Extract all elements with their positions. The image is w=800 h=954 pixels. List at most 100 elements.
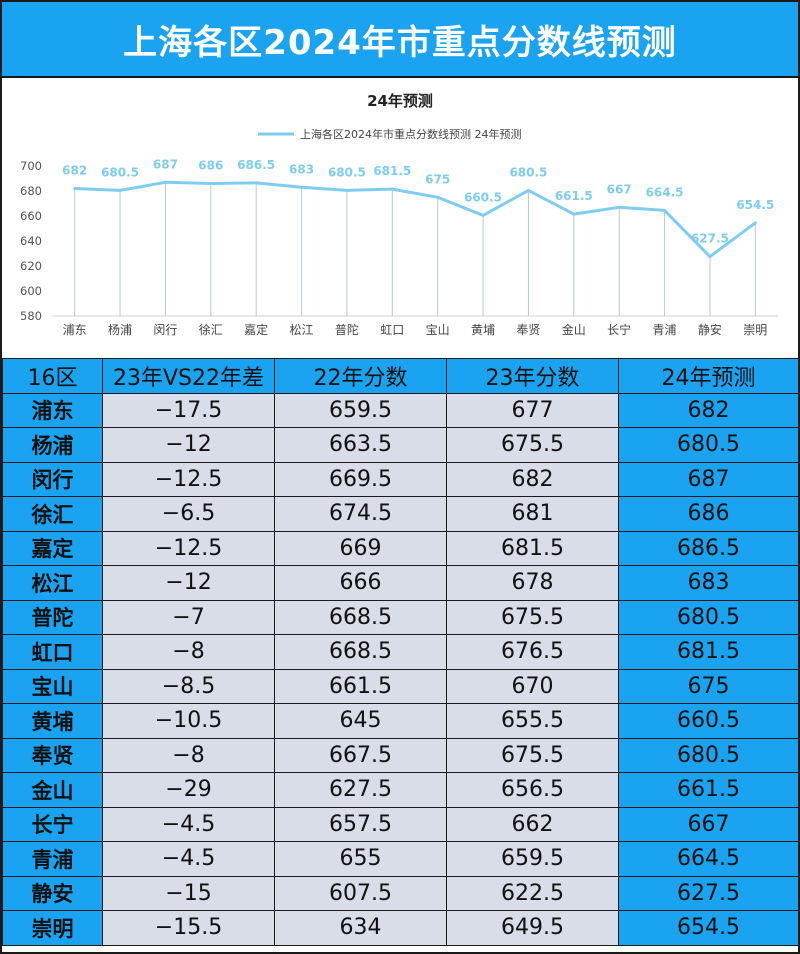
- cell-district: 静安: [2, 875, 103, 911]
- table-body: 浦东 −17.5 659.5 677 682 杨浦 −12 663.5 675.5 680.5 闵行…: [2, 392, 799, 946]
- cell-2024-prediction: 664.5: [618, 841, 799, 877]
- cell-2023-score: 675.5: [446, 737, 619, 773]
- table-row: 嘉定 −12.5 669 681.5 686.5: [2, 530, 799, 566]
- x-tick-label: 崇明: [743, 323, 767, 337]
- x-tick-label: 嘉定: [244, 322, 268, 337]
- chart-title: 24年预测: [367, 92, 433, 110]
- cell-district: 宝山: [2, 668, 103, 704]
- cell-district: 黄埔: [2, 703, 103, 739]
- x-tick-label: 青浦: [653, 323, 677, 337]
- cell-2024-prediction: 680.5: [618, 599, 799, 635]
- y-tick-label: 700: [20, 159, 42, 173]
- chart-area: 24年预测 上海各区2024年市重点分数线预测 24年预测 580 600 620 640…: [12, 78, 788, 356]
- cell-district: 闵行: [2, 461, 103, 497]
- data-label: 682: [62, 164, 87, 178]
- score-table: 16区 23年VS22年差 22年分数 23年分数 24年预测 浦东 −17.5 6…: [2, 358, 799, 946]
- cell-district: 松江: [2, 565, 103, 601]
- cell-2023-score: 681.5: [446, 530, 619, 566]
- data-label: 660.5: [464, 190, 502, 204]
- cell-2024-prediction: 675: [618, 668, 799, 704]
- data-point: [663, 208, 667, 212]
- table-row: 长宁 −4.5 657.5 662 667: [2, 806, 799, 842]
- cell-diff: −8: [102, 634, 275, 670]
- x-tick-label: 静安: [698, 322, 722, 337]
- cell-diff: −12: [102, 565, 275, 601]
- table-row: 黄埔 −10.5 645 655.5 660.5: [2, 703, 799, 739]
- y-tick-label: 620: [20, 259, 42, 273]
- cell-diff: −10.5: [102, 703, 275, 739]
- cell-diff: −12.5: [102, 530, 275, 566]
- cell-2022-score: 669: [274, 530, 447, 566]
- cell-2023-score: 649.5: [446, 910, 619, 946]
- cell-2022-score: 663.5: [274, 427, 447, 463]
- cell-2024-prediction: 654.5: [618, 910, 799, 946]
- cell-2023-score: 622.5: [446, 875, 619, 911]
- cell-2022-score: 659.5: [274, 392, 447, 428]
- cell-diff: −17.5: [102, 392, 275, 428]
- data-label: 661.5: [555, 189, 593, 203]
- x-tick-label: 浦东: [63, 323, 87, 337]
- cell-district: 杨浦: [2, 427, 103, 463]
- data-point: [118, 188, 122, 192]
- data-label: 675: [425, 172, 450, 186]
- cell-2023-score: 662: [446, 806, 619, 842]
- x-tick-label: 普陀: [335, 322, 359, 337]
- cell-2022-score: 674.5: [274, 496, 447, 532]
- table-row: 杨浦 −12 663.5 675.5 680.5: [2, 427, 799, 463]
- cell-diff: −29: [102, 772, 275, 808]
- cell-2022-score: 667.5: [274, 737, 447, 773]
- cell-2023-score: 656.5: [446, 772, 619, 808]
- data-point: [526, 188, 530, 192]
- data-point: [617, 205, 621, 209]
- table-row: 金山 −29 627.5 656.5 661.5: [2, 772, 799, 808]
- cell-diff: −8: [102, 737, 275, 773]
- cell-diff: −12.5: [102, 461, 275, 497]
- cell-2024-prediction: 686.5: [618, 530, 799, 566]
- x-tick-label: 黄埔: [471, 323, 495, 337]
- cell-diff: −15: [102, 875, 275, 911]
- data-label: 683: [289, 162, 314, 176]
- data-point: [481, 213, 485, 217]
- cell-2022-score: 657.5: [274, 806, 447, 842]
- cell-2024-prediction: 660.5: [618, 703, 799, 739]
- cell-diff: −6.5: [102, 496, 275, 532]
- cell-2022-score: 669.5: [274, 461, 447, 497]
- table-row: 奉贤 −8 667.5 675.5 680.5: [2, 737, 799, 773]
- table-row: 宝山 −8.5 661.5 670 675: [2, 668, 799, 704]
- data-point: [390, 187, 394, 191]
- header-district: 16区: [2, 358, 103, 394]
- data-point: [708, 255, 712, 259]
- cell-district: 金山: [2, 772, 103, 808]
- cell-district: 嘉定: [2, 530, 103, 566]
- cell-2023-score: 675.5: [446, 427, 619, 463]
- cell-district: 浦东: [2, 392, 103, 428]
- x-tick-label: 金山: [562, 322, 586, 337]
- cell-2023-score: 677: [446, 392, 619, 428]
- cell-2022-score: 627.5: [274, 772, 447, 808]
- x-tick-label: 闵行: [153, 322, 177, 337]
- cell-2022-score: 645: [274, 703, 447, 739]
- cell-diff: −15.5: [102, 910, 275, 946]
- y-tick-label: 680: [20, 184, 42, 198]
- cell-2023-score: 682: [446, 461, 619, 497]
- data-label: 686.5: [237, 158, 275, 172]
- data-label: 680.5: [509, 165, 547, 179]
- cell-2023-score: 678: [446, 565, 619, 601]
- cell-2023-score: 675.5: [446, 599, 619, 635]
- x-tick-label: 奉贤: [516, 323, 540, 337]
- data-point: [300, 185, 304, 189]
- page-title: 上海各区2024年市重点分数线预测: [2, 2, 798, 78]
- table-row: 青浦 −4.5 655 659.5 664.5: [2, 841, 799, 877]
- table-row: 崇明 −15.5 634 649.5 654.5: [2, 910, 799, 946]
- data-label: 686: [198, 159, 223, 173]
- cell-2024-prediction: 687: [618, 461, 799, 497]
- table-header-row: 16区 23年VS22年差 22年分数 23年分数 24年预测: [2, 358, 799, 394]
- cell-2024-prediction: 680.5: [618, 427, 799, 463]
- legend-label: 上海各区2024年市重点分数线预测 24年预测: [300, 127, 522, 141]
- cell-district: 奉贤: [2, 737, 103, 773]
- y-tick-label: 580: [20, 309, 42, 323]
- data-point: [163, 180, 167, 184]
- header-diff: 23年VS22年差: [102, 358, 275, 394]
- data-point: [73, 187, 77, 190]
- data-label: 627.5: [691, 232, 729, 246]
